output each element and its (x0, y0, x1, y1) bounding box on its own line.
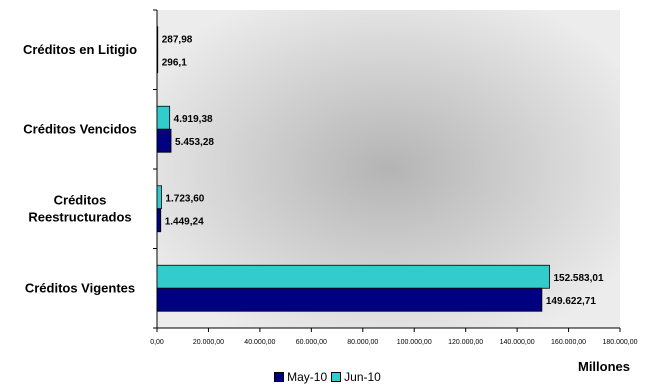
data-label: 152.583,01 (553, 273, 603, 284)
bar (156, 208, 162, 233)
data-label: 5.453,28 (175, 137, 214, 148)
category-label: Créditos Vencidos (23, 121, 136, 136)
category-label: Reestructurados (28, 209, 131, 224)
x-tick-label: 180.000,00 (602, 339, 637, 346)
category-label: Créditos en Litigio (23, 42, 137, 57)
legend-item: May-10 (274, 370, 327, 384)
x-tick-label: 160.000,00 (551, 339, 586, 346)
x-axis-title: Millones (578, 359, 630, 374)
category-label: Créditos (54, 192, 107, 207)
bar (156, 26, 159, 51)
bar (156, 185, 162, 210)
legend-swatch (331, 372, 342, 382)
data-label: 1.723,60 (165, 193, 204, 204)
data-label: 1.449,24 (165, 216, 204, 227)
legend-label: Jun-10 (344, 370, 381, 384)
bar (156, 264, 550, 289)
x-tick-label: 120.000,00 (448, 339, 483, 346)
x-tick-label: 0,00 (150, 339, 164, 346)
category-label: Créditos Vigentes (25, 280, 135, 295)
bar (156, 49, 159, 74)
x-tick-label: 100.000,00 (397, 339, 432, 346)
x-tick-label: 140.000,00 (500, 339, 535, 346)
x-tick-label: 80.000,00 (347, 339, 378, 346)
legend-label: May-10 (287, 370, 328, 384)
x-tick-label: 60.000,00 (296, 339, 327, 346)
x-tick-label: 20.000,00 (193, 339, 224, 346)
x-tick-label: 40.000,00 (244, 339, 275, 346)
data-label: 296,1 (162, 57, 187, 68)
bar (156, 105, 171, 130)
data-label: 149.622,71 (546, 296, 596, 307)
data-label: 4.919,38 (174, 114, 213, 125)
bar (156, 128, 172, 153)
legend-item: Jun-10 (331, 370, 381, 384)
bar (156, 287, 543, 312)
legend-swatch (274, 372, 285, 382)
legend: May-10 Jun-10 (0, 370, 655, 385)
data-label: 287,98 (162, 34, 193, 45)
